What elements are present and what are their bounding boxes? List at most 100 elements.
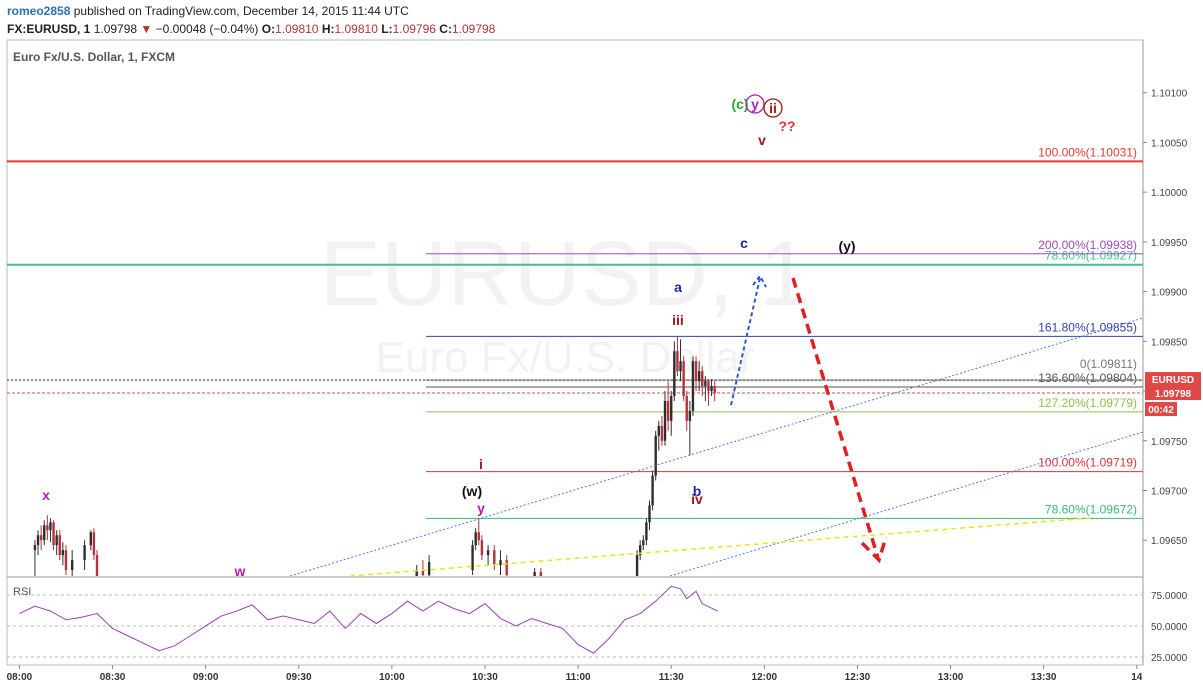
candle-body: [533, 572, 536, 576]
y-tick-label: 1.10100: [1151, 89, 1188, 100]
wave-label: ii: [769, 100, 777, 116]
wave-label: i: [479, 456, 483, 472]
candle-body: [679, 361, 682, 372]
wave-label: w: [234, 563, 246, 579]
y-tick-label: 1.09950: [1151, 238, 1188, 249]
candle-body: [638, 545, 642, 556]
candle-body: [474, 532, 477, 546]
candle-body: [697, 371, 701, 382]
candle-body: [682, 361, 685, 397]
candle-body: [701, 371, 704, 387]
rsi-title: RSI: [13, 586, 31, 598]
level-label: 78.60%(1.09672): [1045, 502, 1137, 516]
wave-label: (y): [838, 238, 855, 254]
y-tick-label: 50.0000: [1151, 622, 1188, 633]
publish-line: romeo2858 published on TradingView.com, …: [7, 4, 409, 18]
candle-body: [89, 532, 93, 546]
y-tick-label: 1.09750: [1151, 437, 1188, 448]
l-label: L:: [381, 22, 393, 36]
wave-label: iv: [691, 491, 703, 507]
last-tag-label: 1.09798: [1155, 389, 1192, 400]
candle-body: [651, 475, 654, 506]
chart-title: Euro Fx/U.S. Dollar, 1, FXCM: [13, 50, 175, 64]
watermark-symbol: EURUSD, 1: [320, 223, 811, 325]
y-tick-label: 1.09850: [1151, 337, 1188, 348]
user[interactable]: romeo2858: [7, 4, 71, 18]
channel-line: [289, 317, 1143, 576]
open: 1.09810: [275, 22, 319, 36]
change: −0.00048 (−0.04%): [155, 22, 259, 36]
symbol: FX:EURUSD, 1: [7, 22, 91, 36]
countdown-tag: [1145, 402, 1177, 417]
x-tick-label: 08:00: [7, 672, 33, 683]
candle-body: [493, 550, 496, 566]
h-label: H:: [321, 22, 335, 36]
x-tick-label: 11:30: [659, 672, 684, 683]
c-label: C:: [439, 22, 452, 36]
level-label: 200.00%(1.09938): [1038, 238, 1137, 252]
candle-body: [691, 361, 695, 411]
candle-body: [36, 535, 40, 546]
wave-circle: [763, 98, 783, 118]
candle-body: [39, 535, 43, 541]
candle-body: [64, 550, 68, 571]
y-tick-label: 1.10050: [1151, 138, 1188, 149]
candle-body: [61, 550, 65, 556]
drawings: [289, 94, 1143, 576]
wave-label: y: [477, 500, 485, 516]
candle-body: [70, 560, 74, 571]
candle-body: [471, 545, 474, 571]
x-tick-label: 09:30: [286, 672, 312, 683]
wave-label: y: [751, 96, 759, 112]
candle-body: [92, 532, 96, 556]
countdown-label: 00:42: [1148, 405, 1174, 416]
x-tick-label: 10:00: [379, 672, 405, 683]
candle-body: [55, 535, 58, 546]
candle-body: [654, 435, 657, 476]
candle-body: [421, 570, 425, 576]
candle-body: [46, 525, 49, 531]
x-tick-label: 08:30: [100, 672, 126, 683]
candle-body: [673, 351, 676, 397]
candle-body: [499, 560, 502, 566]
level-label: 161.80%(1.09855): [1038, 320, 1137, 334]
symbol-tag-label: EURUSD: [1152, 375, 1194, 386]
candle-body: [657, 425, 661, 436]
symbol-tag: [1145, 372, 1201, 387]
candle-body: [427, 562, 431, 576]
candle-body: [505, 560, 508, 576]
level-label: 0(1.09811): [1080, 357, 1137, 371]
candle-body: [688, 410, 692, 421]
projection-arrow: [730, 274, 767, 406]
candle-body: [480, 540, 484, 556]
x-tick-label: 11:00: [566, 672, 591, 683]
candle-body: [663, 400, 667, 441]
candle-body: [694, 361, 698, 382]
candle-body: [539, 572, 543, 576]
axes: 1.10100 1.10050 1.10000 1.09950 1.09900 1.098…: [7, 89, 1201, 683]
low: 1.09796: [392, 22, 436, 36]
candle-body: [707, 381, 710, 392]
main-pane: 100.00%(1.10031) 78.60%(1.09927)200.00%(1…: [7, 96, 1143, 579]
candle-body: [710, 386, 713, 392]
level-label: 100.00%(1.09719): [1038, 456, 1137, 470]
published: published on TradingView.com, December 1…: [73, 4, 409, 18]
candle-body: [477, 532, 480, 541]
candle-body: [685, 396, 688, 421]
x-tick-label: 13:30: [1031, 672, 1057, 683]
candle-body: [43, 525, 46, 541]
x-tick-label: 14: [1131, 672, 1143, 683]
down-arrow: ▼: [140, 22, 153, 36]
y-tick-label: 25.0000: [1151, 653, 1188, 664]
candle-body: [704, 381, 707, 387]
wave-label: c: [740, 235, 748, 251]
x-tick-label: 13:00: [938, 672, 964, 683]
candle-body: [415, 570, 418, 576]
x-tick-label: 12:00: [752, 672, 778, 683]
level-label: 78.60%(1.09927): [1045, 249, 1137, 263]
close: 1.09798: [451, 22, 496, 36]
candle-body: [648, 505, 651, 523]
wave-label: x: [42, 487, 50, 503]
watermark: EURUSD, 1 Euro Fx/U.S. Dollar: [320, 223, 811, 382]
